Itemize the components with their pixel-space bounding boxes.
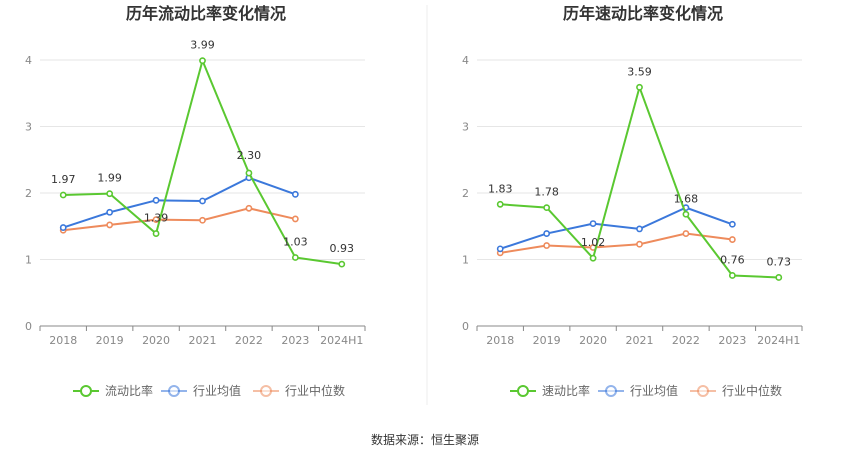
chart2-legend-label[interactable]: 行业中位数 [722,383,782,398]
chart1-legend-marker[interactable] [80,385,92,397]
chart2-series-2-point [589,220,597,227]
chart1-data-label: 3.99 [190,39,215,52]
chart1-data-label: 0.93 [330,242,355,255]
chart2-series-3-point [728,236,736,243]
chart1-data-label: 1.99 [97,172,122,185]
chart2-x-tick-label: 2018 [486,334,514,347]
chart2-legend-label[interactable]: 速动比率 [542,383,590,398]
chart2-series-line-2 [499,206,733,250]
chart1-data-label: 1.97 [51,173,76,186]
chart1-series-1-point [245,169,253,177]
chart1-series-1-point [199,57,206,65]
chart2-data-label: 1.68 [674,192,699,205]
chart2-legend-marker[interactable] [605,385,617,397]
chart1-series-2-point [152,196,160,204]
chart1-series-3-point [245,204,253,212]
chart2-series-1-point [728,272,736,279]
chart1-series-1-point [152,230,160,237]
chart1-title: 历年流动比率变化情况 [126,4,286,23]
chart1-series-1-point [291,254,299,261]
chart1-series-2-point [106,208,114,216]
chart2-series-1-point [775,274,783,281]
chart1-legend-marker[interactable] [168,385,180,397]
chart2-series-2-point [543,230,551,237]
chart1-legend-label[interactable]: 行业中位数 [285,383,345,398]
chart1-series-1-point [338,260,346,268]
chart2-x-tick-label: 2024H1 [757,334,800,347]
chart2-x-tick-label: 2022 [672,334,700,347]
chart1-series-3-point [106,221,114,229]
chart2-x-tick-label: 2020 [579,334,607,347]
chart2-legend-label[interactable]: 行业均值 [630,383,678,398]
chart1-series-line-3 [63,207,296,232]
chart1-series-2-point [291,190,299,198]
chart2-title: 历年速动比率变化情况 [563,4,723,23]
chart1-series-line-1 [63,57,342,266]
chart2-series-1-point [682,210,690,218]
chart2-y-tick-label: 3 [462,121,469,134]
chart1-series-2-point [199,197,206,205]
chart2-series-3-point [543,242,551,249]
chart1-data-label: 1.03 [283,236,308,249]
chart2-series-3-point [682,230,690,237]
chart1-y-tick-label: 4 [25,54,32,67]
chart2-data-label: 1.02 [581,236,606,249]
chart2-y-tick-label: 4 [462,54,469,67]
chart2-series-2-point [728,220,736,228]
chart2-x-tick-label: 2023 [718,334,746,347]
chart1-series-line-2 [62,176,296,229]
chart2-y-tick-label: 2 [462,187,469,200]
chart2-data-label: 1.83 [488,182,513,195]
chart1-y-tick-label: 3 [25,121,32,134]
chart2-series-1-point [589,254,597,262]
chart2-series-1-point [496,200,504,208]
chart1-data-label: 2.30 [237,149,262,162]
chart2-data-label: 1.78 [534,186,559,199]
chart2-series-1-point [543,204,551,212]
chart1-x-tick-label: 2020 [142,334,170,347]
chart2-data-label: 0.73 [767,255,792,268]
chart2-series-2-point [636,225,643,233]
chart2-series-2-point [496,245,504,253]
chart2-y-tick-label: 0 [462,320,469,333]
chart2-y-tick-label: 1 [462,254,469,267]
chart1-series-1-point [59,191,67,199]
chart2-series-1-point [636,83,643,91]
chart1-legend-label[interactable]: 流动比率 [105,383,153,398]
chart1-x-tick-label: 2019 [96,334,124,347]
chart1-y-tick-label: 2 [25,187,32,200]
chart1-x-tick-label: 2024H1 [320,334,363,347]
data-source-note: 数据来源：恒生聚源 [370,433,479,447]
chart1-series-1-point [106,190,114,198]
chart2-x-tick-label: 2019 [533,334,561,347]
chart1-x-tick-label: 2018 [49,334,77,347]
chart2-x-tick-label: 2021 [626,334,654,347]
chart2-data-label: 0.76 [720,253,745,266]
chart1-series-3-point [199,216,206,224]
chart1-legend-marker[interactable] [260,385,272,397]
chart2-series-3-point [636,240,643,248]
chart2-legend-marker[interactable] [517,385,529,397]
chart1-series-3-point [291,215,299,223]
chart2-series-line-1 [500,83,779,279]
chart1-data-label: 1.39 [144,212,169,225]
chart1-x-tick-label: 2023 [281,334,309,347]
chart2-series-line-3 [500,232,733,254]
chart1-y-tick-label: 1 [25,254,32,267]
chart2-legend-marker[interactable] [697,385,709,397]
chart1-x-tick-label: 2022 [235,334,263,347]
chart2-data-label: 3.59 [627,65,652,78]
chart1-legend-label[interactable]: 行业均值 [193,383,241,398]
chart1-y-tick-label: 0 [25,320,32,333]
chart1-series-3-point [152,216,160,223]
chart1-x-tick-label: 2021 [189,334,217,347]
chart1-series-2-point [59,224,67,231]
